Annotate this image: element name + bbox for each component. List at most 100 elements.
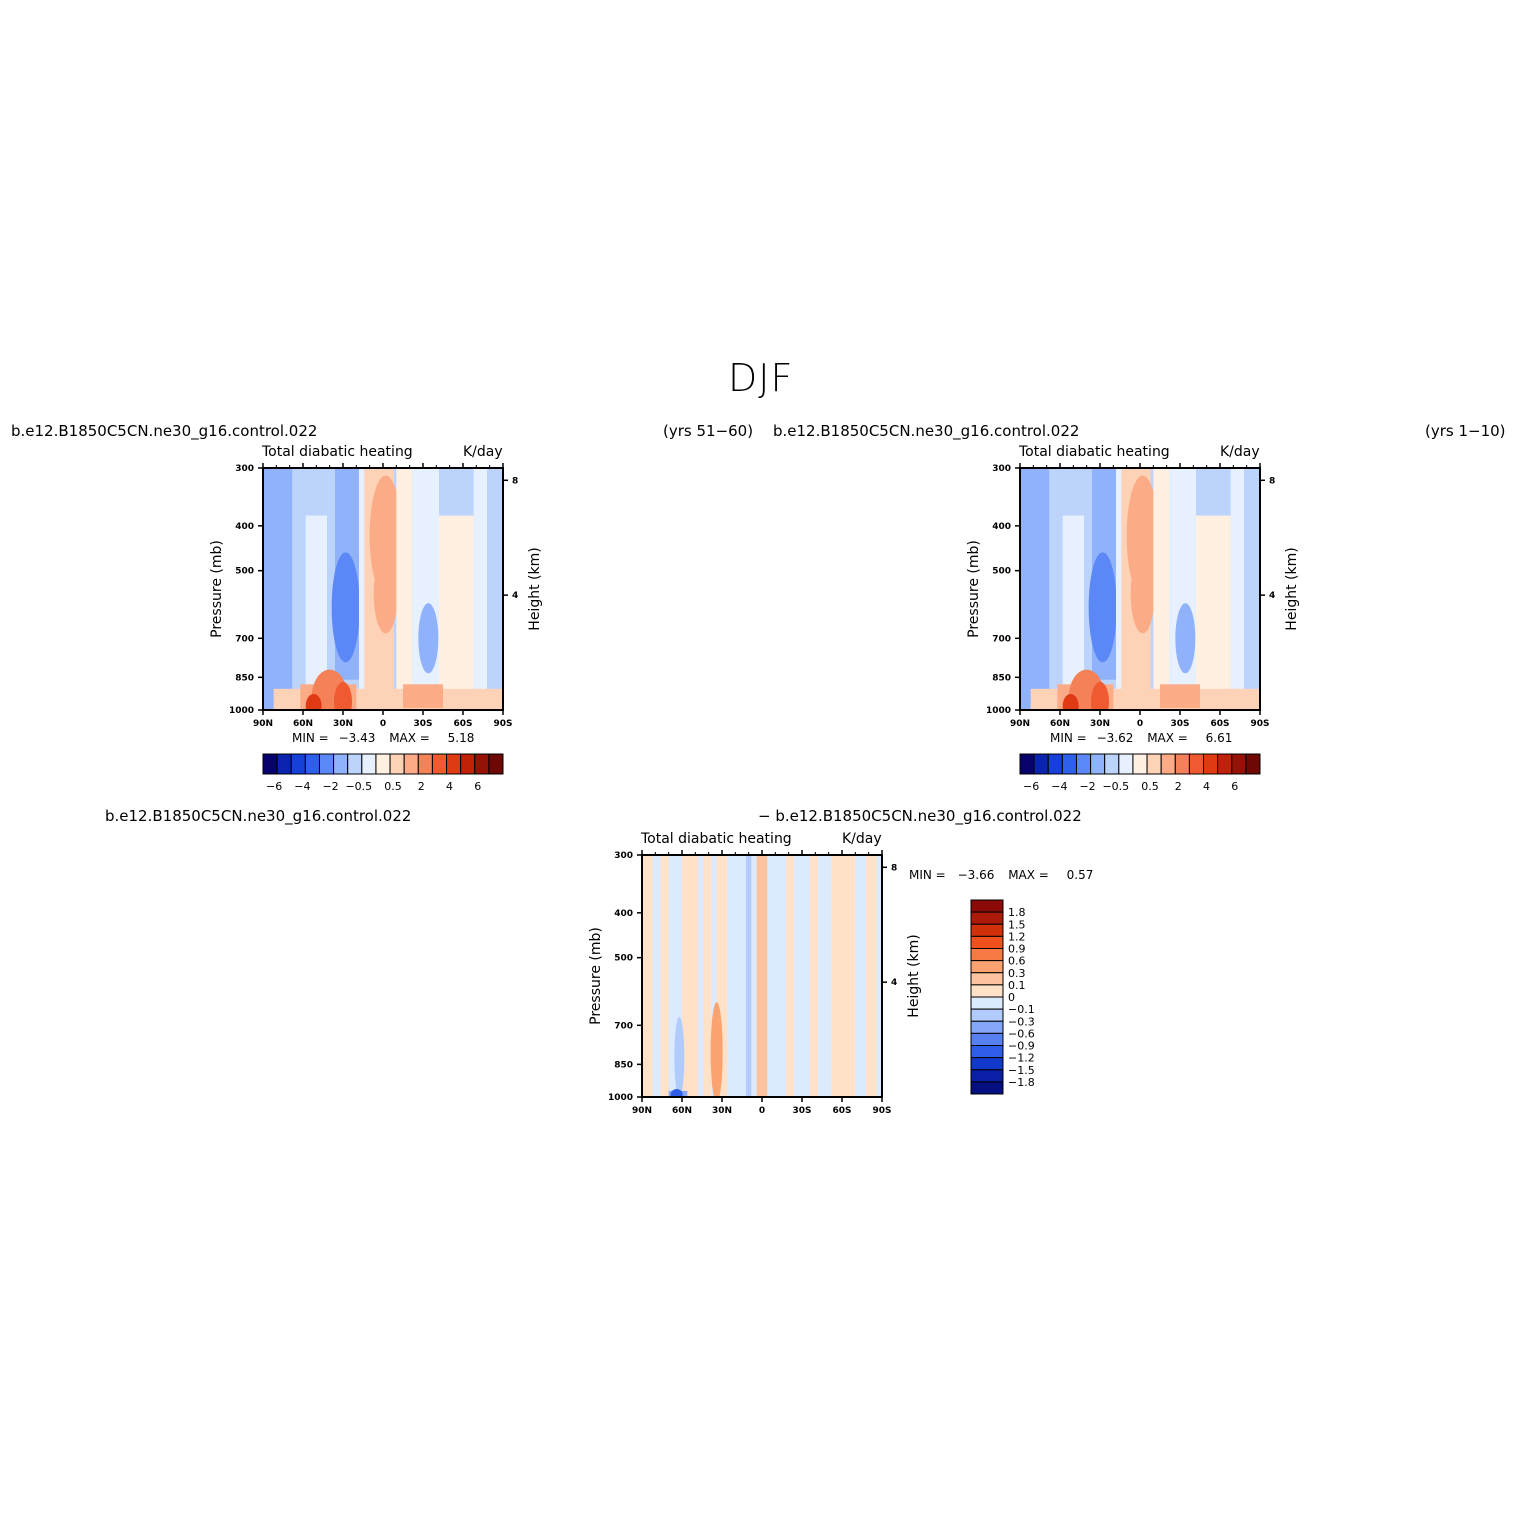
colorbar-label: −0.1 xyxy=(1008,1003,1035,1016)
pressure-tick-label: 400 xyxy=(235,522,254,532)
panel2-max-label: MAX = xyxy=(1147,731,1188,745)
panel3-units: K/day xyxy=(842,831,882,847)
colorbar-box xyxy=(970,1032,1004,1046)
pressure-tick-label: 850 xyxy=(992,673,1011,683)
panel1-contour-plot: 300 400 500 700 850 1000 90N 60N 30N 0 30S 60S 90S 8 4… xyxy=(209,463,543,729)
panel3-stats: MIN = −3.66 MAX = 0.57 xyxy=(909,868,1093,882)
lat-tick-label: 30N xyxy=(1090,719,1110,729)
pressure-tick-label: 500 xyxy=(614,954,633,964)
colorbar-box xyxy=(1090,753,1106,775)
colorbar-label: −0.5 xyxy=(1102,780,1129,793)
colorbar-box xyxy=(970,899,1004,913)
pressure-tick-label: 500 xyxy=(235,567,254,577)
bl-peak-north xyxy=(1062,693,1079,710)
lat-tick-label: 30S xyxy=(413,719,432,729)
height-tick-label: 4 xyxy=(891,978,897,988)
storm-track-south xyxy=(1199,523,1228,664)
subsidence-core-south xyxy=(1175,603,1196,674)
cool-anomaly xyxy=(674,1017,685,1097)
boundary-layer-south xyxy=(1160,684,1200,708)
panel3-min-label: MIN = xyxy=(909,868,946,882)
warm-stripe xyxy=(810,855,818,1097)
y2-axis-label: Height (km) xyxy=(1284,547,1300,630)
panel2-period: (yrs 1−10) xyxy=(1425,422,1506,440)
bl-peak-mid xyxy=(1091,681,1109,710)
colorbar-box xyxy=(290,753,306,775)
colorbar-label: −6 xyxy=(266,780,282,793)
panel2-max-value: 6.61 xyxy=(1205,731,1233,745)
colorbar-box xyxy=(1047,753,1063,775)
lat-tick-label: 30N xyxy=(333,719,353,729)
panel2-min-value: −3.62 xyxy=(1096,731,1134,745)
south-high xyxy=(1230,468,1244,710)
colorbar-box xyxy=(333,753,349,775)
panel3-max-label: MAX = xyxy=(1008,868,1049,882)
colorbar-box xyxy=(403,753,419,775)
colorbar-label: 0.6 xyxy=(1008,955,1026,968)
colorbar-box xyxy=(460,753,476,775)
colorbar-label: −0.3 xyxy=(1008,1015,1035,1028)
colorbar-box xyxy=(970,1069,1004,1083)
height-tick-label: 8 xyxy=(1269,476,1275,486)
height-tick-label: 8 xyxy=(512,476,518,486)
polar-south xyxy=(487,468,503,710)
colorbar-box xyxy=(1245,753,1261,775)
boundary-layer-south xyxy=(403,684,443,708)
subsidence-core-north xyxy=(1088,552,1117,663)
warm-stripe xyxy=(756,855,768,1097)
itcz-mid xyxy=(373,553,398,634)
pressure-tick-label: 1000 xyxy=(229,706,254,716)
warm-stripe xyxy=(682,855,698,1097)
panel2-contour-plot: 300 400 500 700 850 1000 90N 60N 30N 0 30S 60S 90S 8 4… xyxy=(966,463,1300,729)
colorbar-label: −1.5 xyxy=(1008,1064,1035,1077)
panel3-case-right: − b.e12.B1850C5CN.ne30_g16.control.022 xyxy=(758,807,1082,825)
panel1-stats: MIN = −3.43 MAX = 5.18 xyxy=(292,731,474,745)
colorbar-box xyxy=(1217,753,1233,775)
colorbar-box xyxy=(970,1020,1004,1034)
lat-tick-label: 30N xyxy=(712,1106,732,1116)
panel3-min-value: −3.66 xyxy=(957,868,995,882)
colorbar-label: −6 xyxy=(1023,780,1039,793)
panel3-max-value: 0.57 xyxy=(1066,868,1094,882)
colorbar-box xyxy=(970,1081,1004,1095)
panel3-contour-plot: 300 400 500 700 850 1000 90N 60N 30N 0 30S 60S 90S 8 4… xyxy=(588,850,922,1116)
colorbar-box xyxy=(488,753,504,775)
colorbar-box xyxy=(970,960,1004,974)
panel1-max-label: MAX = xyxy=(389,731,430,745)
warm-stripe xyxy=(660,855,669,1097)
panel1-variable: Total diabatic heating xyxy=(262,444,413,460)
pressure-tick-label: 700 xyxy=(614,1021,633,1031)
panel1-period: (yrs 51−60) xyxy=(663,422,754,440)
light-band-north xyxy=(305,515,327,689)
colorbar-box xyxy=(1118,753,1134,775)
cool-stripe xyxy=(746,855,752,1097)
panel3-colorbar: 1.81.51.20.90.60.30.10−0.1−0.3−0.6−0.9−1… xyxy=(970,899,1035,1095)
height-tick-label: 4 xyxy=(512,591,518,601)
pressure-tick-label: 700 xyxy=(992,634,1011,644)
colorbar-box xyxy=(970,935,1004,949)
bl-peak-north xyxy=(305,693,322,710)
pressure-tick-label: 400 xyxy=(992,522,1011,532)
colorbar-label: −0.6 xyxy=(1008,1027,1035,1040)
panel1-min-value: −3.43 xyxy=(338,731,376,745)
colorbar-box xyxy=(1033,753,1049,775)
lat-tick-label: 60S xyxy=(453,719,472,729)
colorbar-box xyxy=(1188,753,1205,775)
polar-south xyxy=(1244,468,1260,710)
edge-band xyxy=(1116,468,1124,710)
colorbar-label: 1.5 xyxy=(1008,918,1026,931)
subsidence-core-north xyxy=(331,552,360,663)
south-high xyxy=(473,468,487,710)
colorbar-label: 0.5 xyxy=(384,780,402,793)
warm-stripe xyxy=(716,855,728,1097)
colorbar-label: −0.5 xyxy=(345,780,372,793)
contour-field xyxy=(1020,468,1260,710)
colorbar-box xyxy=(1174,753,1190,775)
warm-stripe xyxy=(703,855,712,1097)
lat-tick-label: 60N xyxy=(672,1106,692,1116)
colorbar-box xyxy=(375,753,391,775)
warm-stripe xyxy=(642,855,653,1097)
colorbar-box xyxy=(361,753,377,775)
boundary-layer xyxy=(263,688,503,710)
colorbar-box xyxy=(417,753,433,775)
